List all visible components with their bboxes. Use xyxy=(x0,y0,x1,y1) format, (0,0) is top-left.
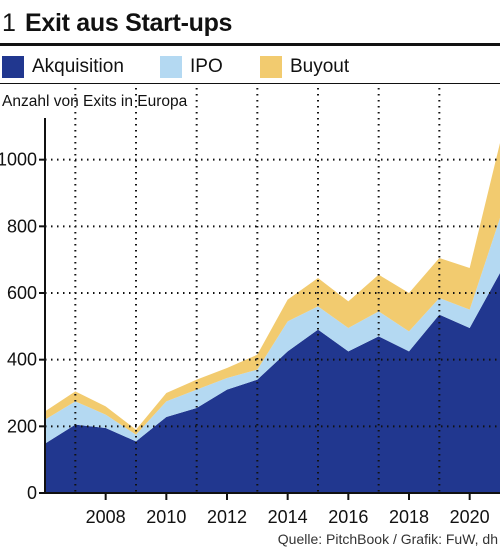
legend-swatch-akquisition xyxy=(2,56,24,78)
area-buyout xyxy=(45,143,500,435)
source-note: Quelle: PitchBook / Grafik: FuW, dh xyxy=(277,531,498,547)
legend-label-akquisition: Akquisition xyxy=(32,56,124,77)
y-tick-label-800: 800 xyxy=(7,216,37,236)
x-tick-label-2020: 2020 xyxy=(450,507,490,527)
legend-swatch-buyout xyxy=(260,56,282,78)
y-tick-label-400: 400 xyxy=(7,350,37,370)
legend-label-ipo: IPO xyxy=(190,56,223,77)
title-row: 1 Exit aus Start-ups xyxy=(0,0,500,44)
chart-canvas: 0 200 400 600 800 1000 2008 2010 2012 2014 2016 201… xyxy=(0,88,500,527)
y-tick-label-1000: 1000 xyxy=(0,150,37,170)
x-tick-label-2014: 2014 xyxy=(268,507,308,527)
legend-item-ipo: IPO xyxy=(160,54,223,80)
area-ipo xyxy=(45,218,500,444)
y-tick-label-600: 600 xyxy=(7,283,37,303)
legend: Akquisition IPO Buyout xyxy=(0,54,500,80)
x-tick-label-2012: 2012 xyxy=(207,507,247,527)
legend-rule xyxy=(0,83,500,84)
x-tick-label-2008: 2008 xyxy=(86,507,126,527)
x-tick-label-2018: 2018 xyxy=(389,507,429,527)
area-akquisition xyxy=(45,273,500,493)
legend-item-buyout: Buyout xyxy=(260,54,349,80)
legend-swatch-ipo xyxy=(160,56,182,78)
y-axis-label: Anzahl von Exits in Europa xyxy=(2,93,188,110)
title-rule xyxy=(0,43,500,46)
x-tick-label-2010: 2010 xyxy=(146,507,186,527)
y-tick-label-200: 200 xyxy=(7,416,37,436)
x-tick-label-2016: 2016 xyxy=(328,507,368,527)
legend-item-akquisition: Akquisition xyxy=(2,54,124,80)
figure-number: 1 xyxy=(2,9,16,37)
legend-label-buyout: Buyout xyxy=(290,56,350,77)
y-tick-label-0: 0 xyxy=(27,483,37,503)
chart-title: Exit aus Start-ups xyxy=(25,9,233,37)
